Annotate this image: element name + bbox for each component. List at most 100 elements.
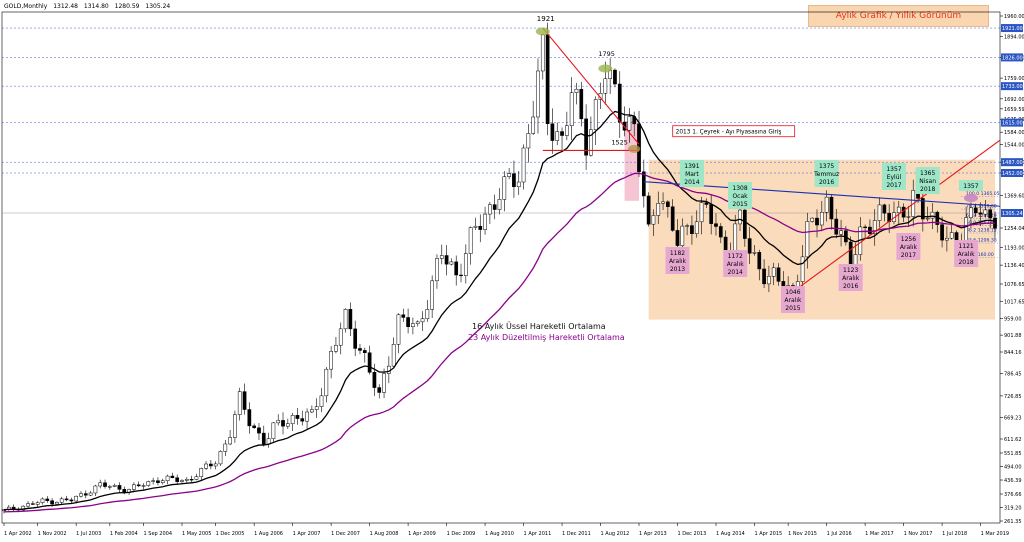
- candle-body: [55, 501, 59, 505]
- high-label-text: 1308: [732, 185, 747, 192]
- high-label-text: Mart: [685, 171, 699, 178]
- candle-body: [704, 202, 709, 205]
- candle-body: [40, 498, 45, 503]
- y-tick-label: 1369.60: [1004, 193, 1024, 199]
- fib-label: 61.8 1286.49: [966, 213, 997, 219]
- candle-body: [305, 411, 309, 422]
- candle-body: [738, 209, 742, 225]
- low-label-text: Aralık: [958, 251, 976, 258]
- high-label-text: 1391: [684, 163, 699, 170]
- bear-zone: [624, 121, 640, 201]
- candle-body: [281, 420, 285, 427]
- candle-body: [329, 351, 333, 370]
- low-label-text: 1182: [670, 250, 685, 257]
- y-tick-label: 319.20: [1004, 505, 1022, 511]
- y-tick-label: 1759.00: [1004, 76, 1024, 82]
- uptrend-line: [792, 139, 1001, 293]
- candle-body: [175, 477, 180, 482]
- candle-body: [540, 34, 545, 72]
- high-label-text: 2014: [684, 179, 699, 186]
- candle-body: [536, 70, 540, 118]
- low-label-text: Aralık: [727, 261, 745, 268]
- y-tick-label: 551.85: [1004, 451, 1022, 457]
- x-tick-label: 1 Dec 2009: [447, 531, 476, 537]
- y-tick-label: 1136.40: [1004, 263, 1024, 269]
- y-tick-label: 1544.00: [1004, 143, 1024, 149]
- candle-body: [21, 505, 26, 511]
- candle-body: [103, 482, 107, 487]
- candle-body: [247, 409, 252, 427]
- candle-body: [531, 116, 536, 134]
- candle-body: [425, 309, 430, 320]
- label-1795: 1795: [598, 50, 615, 58]
- candle-body: [810, 217, 815, 222]
- candle-body: [223, 443, 228, 452]
- candle-body: [35, 502, 40, 505]
- y-tick-label: 786.45: [1004, 372, 1022, 378]
- candle-body: [920, 198, 925, 220]
- y-tick-label: 844.16: [1004, 350, 1022, 356]
- price-axis: 1960.00 1894.00 1826.00 1759.00 1692.00 1659.…: [1000, 14, 1024, 525]
- candle-body: [685, 225, 689, 227]
- candle-body: [521, 147, 526, 183]
- candle-body: [709, 204, 714, 224]
- candle-body: [228, 437, 232, 445]
- candle-body: [93, 485, 98, 494]
- candle-body: [64, 498, 69, 501]
- candle-body: [589, 129, 593, 156]
- y-tick-label: 1960.00: [1004, 14, 1024, 20]
- candle-body: [415, 321, 420, 324]
- low-label-box: [665, 247, 690, 274]
- candle-body: [237, 391, 242, 415]
- candle-body: [829, 196, 834, 220]
- x-tick-label: 1 Dec 2005: [216, 531, 245, 537]
- candle-body: [261, 432, 266, 445]
- candle-body: [112, 485, 117, 487]
- fib-label: 100.0 1365.05: [966, 191, 1000, 197]
- candle-body: [396, 314, 401, 345]
- candle-body: [117, 485, 122, 490]
- candle-body: [896, 206, 901, 213]
- y-tick-label: 1659.59: [1004, 107, 1024, 113]
- time-axis: 1 Apr 2002 1 Nov 2002 1 Jul 2003 1 Feb 2004…: [3, 523, 1010, 537]
- high-label-text: Eylül: [887, 174, 902, 181]
- y-tick-label: 669.23: [1004, 415, 1022, 421]
- x-tick-label: 1 Dec 2011: [562, 531, 591, 537]
- price-tag-label: 1615.00: [1002, 121, 1023, 127]
- candle-body: [925, 217, 930, 220]
- y-tick-label: 261.35: [1004, 519, 1022, 525]
- x-tick-label: 1 Aug 2008: [370, 531, 399, 537]
- x-tick-label: 1 Mar 2019: [981, 531, 1010, 537]
- candle-body: [872, 220, 877, 235]
- price-tag: [1001, 158, 1023, 167]
- label-1921: 1921: [537, 15, 555, 23]
- candle-body: [156, 480, 160, 483]
- y-tick-label: 376.66: [1004, 492, 1022, 498]
- candle-body: [680, 225, 685, 246]
- candle-body: [771, 267, 776, 277]
- x-tick-label: 1 Aug 2014: [716, 531, 745, 537]
- candle-body: [757, 252, 762, 270]
- candle-body: [661, 201, 665, 204]
- low-label-box: [838, 264, 863, 291]
- candle-body: [882, 204, 887, 214]
- x-tick-label: 1 Apr 2007: [293, 531, 321, 537]
- candle-body: [641, 171, 646, 197]
- low-label-text: Aralık: [784, 297, 802, 304]
- low-label-text: 1172: [728, 253, 743, 260]
- candle-body: [59, 498, 64, 503]
- candle-body: [512, 173, 516, 188]
- candle-body: [338, 328, 343, 346]
- candle-body: [151, 480, 155, 482]
- candle-body: [107, 486, 112, 488]
- price-tag: [1001, 118, 1023, 127]
- candle-body: [324, 368, 329, 397]
- low-label-text: 2018: [958, 259, 973, 266]
- x-tick-label: 1 Aug 2006: [254, 531, 283, 537]
- x-tick-label: 1 Apr 2013: [639, 531, 667, 537]
- price-tag-label: 1733.00: [1002, 84, 1023, 90]
- candle-body: [160, 480, 165, 483]
- candle-body: [454, 261, 459, 276]
- candle-body: [848, 241, 853, 266]
